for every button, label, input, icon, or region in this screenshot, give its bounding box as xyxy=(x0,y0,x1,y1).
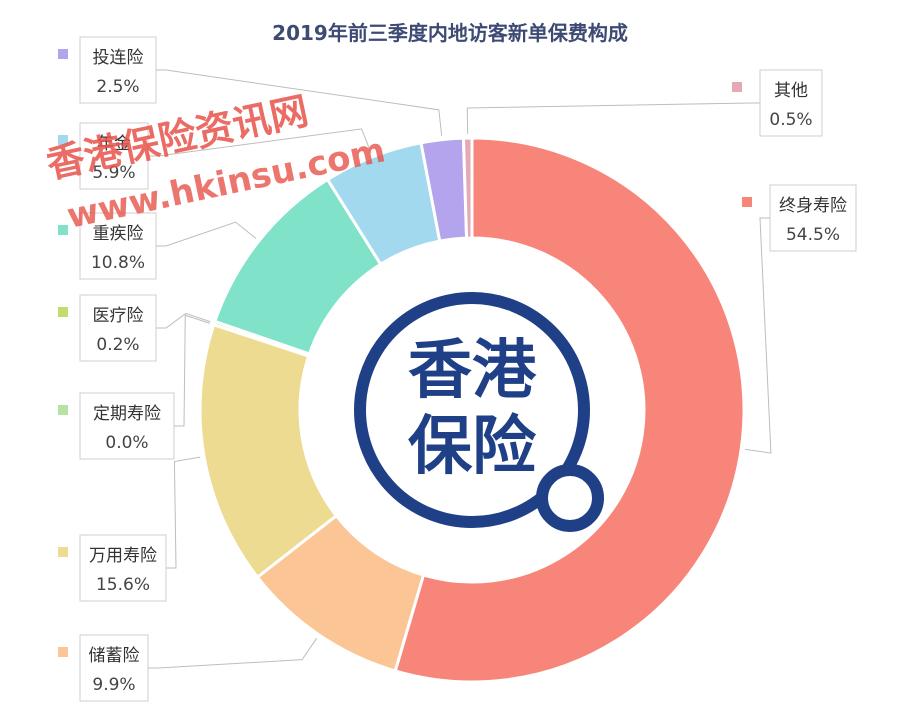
leader-line-0 xyxy=(745,217,772,454)
leader-line-3 xyxy=(174,314,211,427)
slice-name: 其他 xyxy=(774,81,808,101)
leader-line-8 xyxy=(466,102,760,135)
slice-value: 0.2% xyxy=(96,335,139,355)
label-box xyxy=(79,122,149,190)
slice-label-0: 终身寿险 54.5% xyxy=(742,184,857,252)
logo-line1: 香港 xyxy=(408,334,537,408)
logo-ring xyxy=(354,292,590,528)
slice-name: 万用寿险 xyxy=(89,546,157,566)
slice-value: 0.0% xyxy=(105,433,148,453)
label-box xyxy=(79,212,157,280)
slice-8 xyxy=(461,136,474,240)
slice-value: 0.5% xyxy=(769,110,812,130)
slice-value: 9.9% xyxy=(92,675,135,695)
slice-name: 终身寿险 xyxy=(779,196,847,216)
slice-name: 重疾险 xyxy=(93,224,144,244)
slice-0 xyxy=(393,136,746,684)
logo-line2: 保险 xyxy=(408,410,537,484)
slice-name: 定期寿险 xyxy=(93,404,161,424)
label-box xyxy=(769,184,857,252)
leader-lines xyxy=(148,69,772,669)
chart-title: 2019年前三季度内地访客新单保费构成 xyxy=(272,21,628,45)
slice-name: 储蓄险 xyxy=(89,646,140,666)
donut-slices xyxy=(198,136,746,684)
label-box xyxy=(79,634,149,702)
slice-name: 医疗险 xyxy=(93,306,144,326)
legend-swatch xyxy=(58,647,68,657)
legend-swatch xyxy=(58,547,68,557)
leader-line-2 xyxy=(166,456,201,569)
label-box xyxy=(79,36,157,104)
logo-dot xyxy=(536,464,604,532)
leader-line-7 xyxy=(156,69,443,136)
slice-label-8: 其他 0.5% xyxy=(732,69,823,137)
slice-value: 15.6% xyxy=(96,575,150,595)
leader-line-1 xyxy=(148,637,318,669)
leader-line-4 xyxy=(156,312,211,329)
slice-label-6: 年金 5.9% xyxy=(58,122,149,190)
slice-label-4: 医疗险 0.2% xyxy=(58,294,157,362)
slice-label-5: 重疾险 10.8% xyxy=(58,212,157,280)
legend-swatch xyxy=(732,82,742,92)
center-logo: 香港 保险 xyxy=(354,292,604,532)
label-box xyxy=(759,69,823,137)
slice-value: 5.9% xyxy=(92,163,135,183)
slice-label-3: 定期寿险 0.0% xyxy=(58,392,175,460)
legend-swatch xyxy=(58,405,68,415)
slice-name: 投连险 xyxy=(93,48,144,68)
slice-value: 10.8% xyxy=(91,253,145,273)
legend-swatch xyxy=(58,225,68,235)
leader-line-6 xyxy=(148,128,372,157)
label-box xyxy=(79,294,157,362)
slice-label-2: 万用寿险 15.6% xyxy=(58,534,167,602)
slice-name: 年金 xyxy=(97,134,131,154)
slice-value: 54.5% xyxy=(786,225,840,245)
label-box xyxy=(79,534,167,602)
legend-swatch xyxy=(58,49,68,59)
legend-swatch xyxy=(58,307,68,317)
slice-label-1: 储蓄险 9.9% xyxy=(58,634,149,702)
legend-swatch xyxy=(742,197,752,207)
label-box xyxy=(79,392,175,460)
slice-labels: 终身寿险 54.5% 储蓄险 9.9% 万用寿险 15.6% 定期寿险 0.0% 医疗险 0.2%… xyxy=(58,36,857,702)
legend-swatch xyxy=(58,135,68,145)
leader-line-5 xyxy=(156,221,257,247)
slice-value: 2.5% xyxy=(96,77,139,97)
slice-label-7: 投连险 2.5% xyxy=(58,36,157,104)
